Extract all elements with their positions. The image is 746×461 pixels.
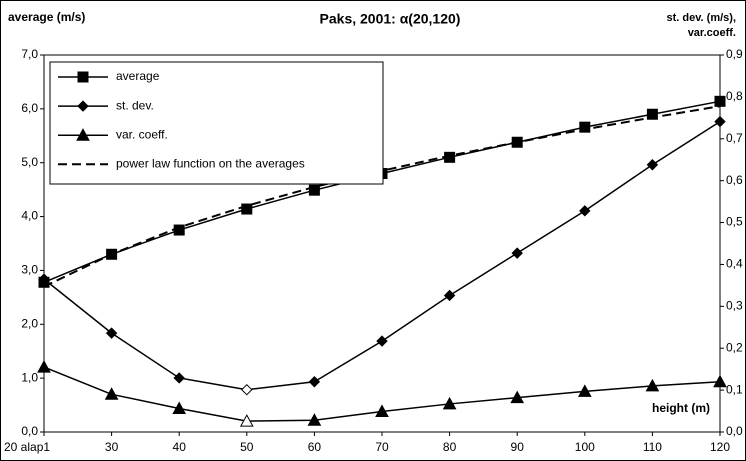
point [511, 247, 523, 259]
y2-axis-label: var.coeff. [688, 27, 736, 39]
x-tick-label: 70 [375, 440, 389, 454]
y2-tick-label: 0,4 [726, 257, 743, 271]
point [239, 414, 254, 427]
y2-tick-label: 0,2 [726, 340, 743, 354]
legend-label: average [116, 69, 160, 83]
x-tick-label: 50 [240, 440, 254, 454]
y2-tick-label: 0,9 [726, 47, 743, 61]
point [646, 108, 658, 120]
point [173, 372, 185, 384]
y2-tick-label: 0,8 [726, 89, 743, 103]
point [38, 273, 50, 285]
point [579, 121, 591, 133]
x-tick-label: 90 [511, 440, 525, 454]
legend-box [49, 61, 384, 185]
point [308, 376, 321, 388]
y-tick-label: 4,0 [21, 209, 38, 223]
y-axis-label: average (m/s) [8, 10, 85, 24]
legend-label: var. coeff. [116, 127, 168, 141]
point [241, 383, 253, 396]
y2-tick-label: 0,7 [726, 131, 743, 145]
point [577, 384, 592, 397]
point [307, 413, 322, 426]
point [714, 95, 726, 107]
legend-label: power law function on the averages [116, 156, 305, 170]
point [579, 205, 591, 217]
point [510, 390, 525, 404]
point [714, 115, 726, 128]
y2-tick-label: 0,6 [726, 173, 743, 187]
y2-tick-label: 0,5 [726, 215, 743, 229]
annotation: height (m) [652, 401, 710, 415]
legend-marker [76, 128, 90, 141]
x-tick-label: 20 alap1 [4, 440, 50, 454]
legend-marker [77, 71, 89, 83]
x-tick-label: 120 [710, 440, 730, 454]
point [104, 387, 119, 400]
x-tick-label: 80 [443, 440, 457, 454]
legend-label: st. dev. [116, 98, 154, 112]
y-tick-label: 2,0 [21, 316, 38, 330]
point [241, 203, 253, 215]
y-tick-label: 1,0 [21, 370, 38, 384]
y-tick-label: 5,0 [21, 155, 38, 169]
y2-axis-label: st. dev. (m/s), [667, 12, 736, 24]
y2-tick-label: 0,1 [726, 382, 743, 396]
y-tick-label: 3,0 [21, 263, 38, 277]
point [443, 289, 456, 302]
point [37, 360, 51, 373]
point [375, 404, 389, 417]
y2-tick-label: 0,3 [726, 299, 743, 313]
x-tick-label: 60 [308, 440, 322, 454]
y2-tick-label: 0,0 [726, 424, 743, 438]
y-tick-label: 6,0 [21, 101, 38, 115]
point [713, 374, 727, 388]
chart-title: Paks, 2001: α(20,120) [320, 11, 461, 27]
legend-marker [77, 100, 89, 112]
point [172, 401, 187, 415]
x-tick-label: 100 [575, 440, 595, 454]
x-tick-label: 30 [105, 440, 119, 454]
y-tick-label: 0,0 [21, 424, 38, 438]
x-tick-label: 40 [173, 440, 187, 454]
point [645, 378, 660, 392]
y-tick-label: 7,0 [21, 47, 38, 61]
x-tick-label: 110 [643, 440, 662, 454]
point [308, 184, 320, 196]
point [442, 396, 457, 410]
point [376, 335, 388, 347]
point [646, 159, 659, 171]
point [105, 327, 118, 339]
